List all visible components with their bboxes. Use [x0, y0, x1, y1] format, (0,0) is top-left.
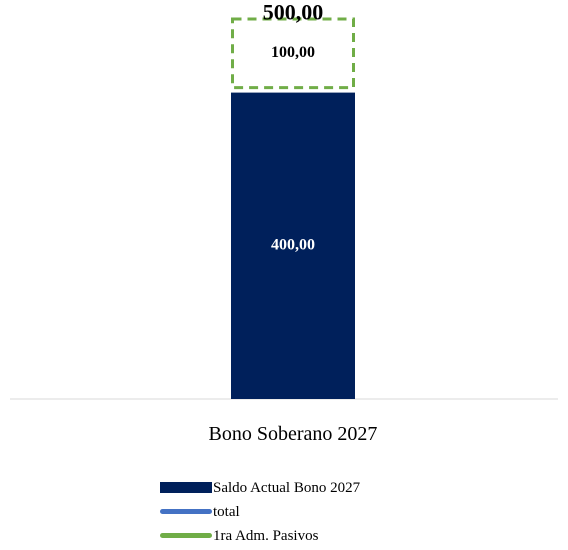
data-label-saldo: 400,00: [271, 236, 315, 253]
legend-item-adm-pasivos: 1ra Adm. Pasivos: [160, 526, 480, 550]
data-label-total: 500,00: [263, 0, 324, 25]
category-label: Bono Soberano 2027: [209, 423, 378, 445]
legend-label-total: total: [213, 504, 240, 520]
legend-swatch-saldo: [160, 482, 212, 493]
legend-swatch-total: [160, 509, 212, 514]
legend-item-total: total: [160, 502, 480, 526]
legend-item-saldo: Saldo Actual Bono 2027: [160, 478, 480, 502]
legend: Saldo Actual Bono 2027 total 1ra Adm. Pa…: [160, 478, 480, 550]
data-label-adm-pasivos: 100,00: [271, 44, 315, 61]
chart-area: 400,00 100,00 500,00 Bono Soberano 2027: [10, 0, 558, 445]
legend-label-adm-pasivos: 1ra Adm. Pasivos: [213, 528, 319, 544]
legend-label-saldo: Saldo Actual Bono 2027: [213, 480, 361, 496]
legend-swatch-adm-pasivos: [160, 533, 212, 538]
bar-adm-pasivos: [231, 17, 355, 90]
bar-saldo-actual: [231, 92, 355, 399]
